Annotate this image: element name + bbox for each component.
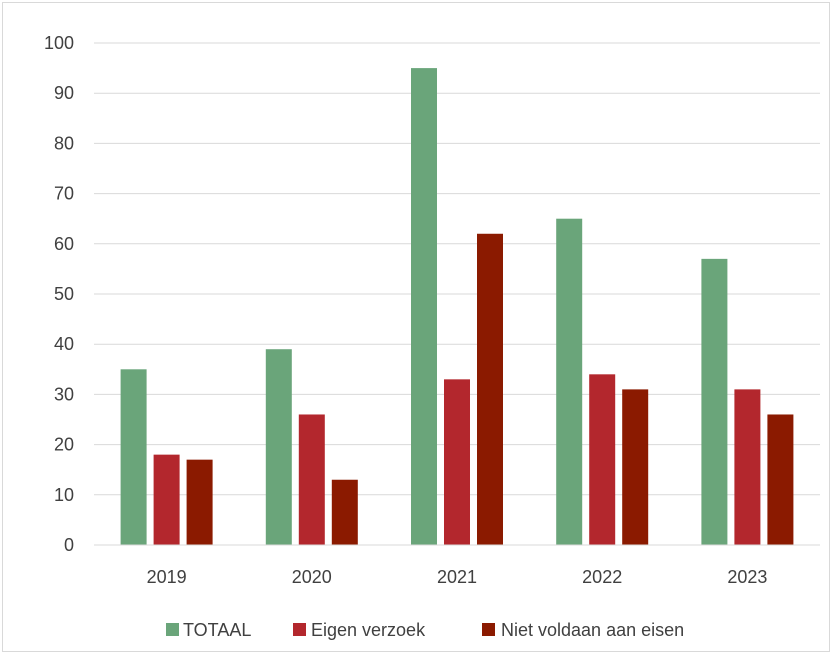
y-tick-label: 60 bbox=[54, 234, 74, 254]
bar-niet-voldaan-aan-eisen-2021 bbox=[477, 233, 503, 545]
y-tick-label: 30 bbox=[54, 384, 74, 404]
y-tick-label: 80 bbox=[54, 133, 74, 153]
y-tick-label: 70 bbox=[54, 184, 74, 204]
bar-niet-voldaan-aan-eisen-2023 bbox=[767, 414, 794, 545]
y-tick-label: 40 bbox=[54, 334, 74, 354]
legend-label: Eigen verzoek bbox=[311, 620, 426, 640]
legend-item-eigen-verzoek: Eigen verzoek bbox=[293, 620, 426, 640]
bar-totaal-2022 bbox=[556, 218, 583, 545]
bars bbox=[120, 68, 794, 545]
axes: 0 10 20 30 40 50 60 70 80 90 100 2019 2020 2021 2022 20… bbox=[44, 33, 820, 587]
bar-eigen-verzoek-2021 bbox=[444, 379, 470, 545]
bar-eigen-verzoek-2022 bbox=[589, 374, 616, 545]
bar-eigen-verzoek-2019 bbox=[153, 454, 180, 545]
y-tick-label: 90 bbox=[54, 83, 74, 103]
x-tick-label: 2022 bbox=[582, 567, 622, 587]
x-tick-label: 2021 bbox=[437, 567, 477, 587]
legend-item-totaal: TOTAAL bbox=[166, 620, 251, 640]
bar-totaal-2019 bbox=[120, 369, 147, 545]
y-tick-label: 20 bbox=[54, 435, 74, 455]
bar-niet-voldaan-aan-eisen-2022 bbox=[622, 389, 649, 545]
x-tick-label: 2023 bbox=[727, 567, 767, 587]
gridlines bbox=[94, 42, 820, 496]
bar-eigen-verzoek-2023 bbox=[734, 389, 761, 545]
x-tick-label: 2019 bbox=[147, 567, 187, 587]
y-tick-label: 10 bbox=[54, 485, 74, 505]
y-tick-label: 100 bbox=[44, 33, 74, 53]
legend-swatch bbox=[482, 623, 495, 636]
legend-label: TOTAAL bbox=[183, 620, 251, 640]
bar-niet-voldaan-aan-eisen-2020 bbox=[331, 479, 358, 545]
legend-label: Niet voldaan aan eisen bbox=[501, 620, 684, 640]
legend: TOTAAL Eigen verzoek Niet voldaan aan eise… bbox=[166, 620, 684, 640]
y-tick-label: 50 bbox=[54, 284, 74, 304]
bar-totaal-2021 bbox=[411, 68, 437, 545]
bar-niet-voldaan-aan-eisen-2019 bbox=[186, 459, 213, 545]
bar-eigen-verzoek-2020 bbox=[298, 414, 325, 545]
y-tick-label: 0 bbox=[64, 535, 74, 555]
legend-swatch bbox=[166, 623, 179, 636]
x-tick-label: 2020 bbox=[292, 567, 332, 587]
bar-totaal-2023 bbox=[701, 258, 728, 545]
bar-totaal-2020 bbox=[265, 349, 292, 545]
legend-swatch bbox=[293, 623, 306, 636]
legend-item-niet-voldaan-aan-eisen: Niet voldaan aan eisen bbox=[482, 620, 684, 640]
